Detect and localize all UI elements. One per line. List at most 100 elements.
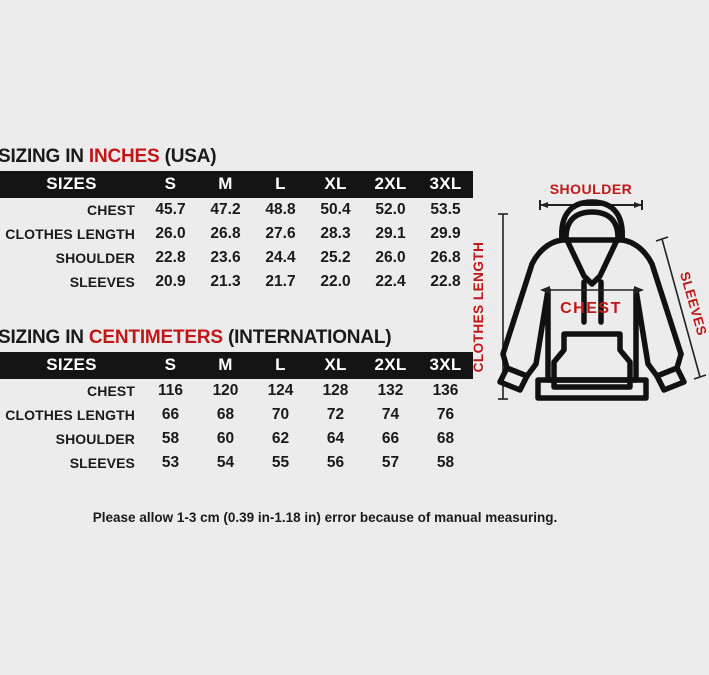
section-title-inches-suffix: (USA) <box>159 146 217 167</box>
column-header-m: M <box>218 355 233 374</box>
cell-sleeves-2xl: 57 <box>381 454 400 471</box>
cell-clothes-length-l: 27.6 <box>265 225 296 242</box>
cell-chest-m: 47.2 <box>210 201 241 218</box>
cell-shoulder-3xl: 68 <box>436 430 455 447</box>
row-label-chest: CHEST <box>87 383 135 399</box>
cell-chest-s: 45.7 <box>155 201 186 218</box>
column-header-3xl: 3XL <box>429 174 462 193</box>
cell-shoulder-s: 58 <box>161 430 180 447</box>
cell-shoulder-m: 23.6 <box>210 249 241 266</box>
column-header-xl: XL <box>324 355 347 374</box>
clothes-length-dimension-arrow <box>498 213 508 400</box>
shoulder-dimension-label: SHOULDER <box>550 181 633 197</box>
cell-sleeves-3xl: 22.8 <box>430 273 461 290</box>
table-row: CLOTHES LENGTH 66 68 70 72 74 76 <box>0 403 473 427</box>
section-title-inches: SIZING IN INCHES (USA) <box>0 146 217 168</box>
cell-clothes-length-s: 26.0 <box>155 225 186 242</box>
cell-clothes-length-3xl: 76 <box>436 406 455 423</box>
cell-sleeves-l: 21.7 <box>265 273 296 290</box>
table-header-row: SIZES S M L XL 2XL 3XL <box>0 352 473 379</box>
row-label-sleeves: SLEEVES <box>69 274 135 290</box>
cell-shoulder-xl: 25.2 <box>320 249 351 266</box>
column-header-l: L <box>275 174 286 193</box>
shoulder-dimension-arrow <box>539 200 643 210</box>
cell-chest-l: 48.8 <box>265 201 296 218</box>
row-label-chest: CHEST <box>87 202 135 218</box>
cell-clothes-length-xl: 72 <box>326 406 345 423</box>
cell-clothes-length-xl: 28.3 <box>320 225 351 242</box>
cell-shoulder-3xl: 26.8 <box>430 249 461 266</box>
cell-shoulder-xl: 64 <box>326 430 345 447</box>
row-label-sleeves: SLEEVES <box>69 455 135 471</box>
row-label-shoulder: SHOULDER <box>55 250 135 266</box>
cell-clothes-length-3xl: 29.9 <box>430 225 461 242</box>
column-header-m: M <box>218 174 233 193</box>
cell-chest-3xl: 136 <box>432 382 459 399</box>
cell-chest-3xl: 53.5 <box>430 201 461 218</box>
cell-shoulder-2xl: 26.0 <box>375 249 406 266</box>
table-row: SHOULDER 58 60 62 64 66 68 <box>0 427 473 451</box>
cell-shoulder-m: 60 <box>216 430 235 447</box>
chest-dimension-arrow <box>540 286 644 294</box>
row-label-clothes-length: CLOTHES LENGTH <box>5 226 135 242</box>
cell-shoulder-2xl: 66 <box>381 430 400 447</box>
cell-chest-2xl: 52.0 <box>375 201 406 218</box>
hoodie-outline <box>497 199 687 401</box>
cell-sleeves-m: 21.3 <box>210 273 241 290</box>
cell-sleeves-2xl: 22.4 <box>375 273 406 290</box>
cell-chest-l: 124 <box>267 382 294 399</box>
cell-chest-xl: 50.4 <box>320 201 351 218</box>
column-header-xl: XL <box>324 174 347 193</box>
cell-sleeves-l: 55 <box>271 454 290 471</box>
cell-sleeves-s: 20.9 <box>155 273 186 290</box>
section-title-cm-prefix: SIZING IN <box>0 327 89 348</box>
clothes-length-dimension-label: CLOTHES LENGTH <box>471 242 486 373</box>
table-row: CLOTHES LENGTH 26.0 26.8 27.6 28.3 29.1 … <box>0 222 473 246</box>
cell-clothes-length-s: 66 <box>161 406 180 423</box>
column-header-2xl: 2XL <box>374 355 407 374</box>
table-row: SHOULDER 22.8 23.6 24.4 25.2 26.0 26.8 <box>0 246 473 270</box>
cell-clothes-length-l: 70 <box>271 406 290 423</box>
section-title-centimeters: SIZING IN CENTIMETERS (INTERNATIONAL) <box>0 327 392 349</box>
size-table-inches: SIZES S M L XL 2XL 3XL CHEST 45.7 47.2 4… <box>0 171 473 294</box>
column-header-3xl: 3XL <box>429 355 462 374</box>
chest-dimension-label: CHEST <box>560 300 622 317</box>
table-row: CHEST 116 120 124 128 132 136 <box>0 379 473 403</box>
cell-clothes-length-m: 68 <box>216 406 235 423</box>
section-title-inches-prefix: SIZING IN <box>0 146 89 167</box>
cell-shoulder-l: 24.4 <box>265 249 296 266</box>
cell-chest-s: 116 <box>157 382 183 399</box>
table-row: CHEST 45.7 47.2 48.8 50.4 52.0 53.5 <box>0 198 473 222</box>
column-header-sizes: SIZES <box>46 355 97 374</box>
row-label-clothes-length: CLOTHES LENGTH <box>5 407 135 423</box>
table-row: SLEEVES 20.9 21.3 21.7 22.0 22.4 22.8 <box>0 270 473 294</box>
sleeves-dimension-arrow <box>655 236 707 380</box>
section-title-cm-accent: CENTIMETERS <box>88 327 223 348</box>
cell-shoulder-l: 62 <box>271 430 290 447</box>
column-header-sizes: SIZES <box>46 174 97 193</box>
cell-sleeves-3xl: 58 <box>436 454 455 471</box>
cell-clothes-length-2xl: 29.1 <box>375 225 406 242</box>
hoodie-measurement-diagram: SHOULDER CLOTHES LENGTH SLEEVES <box>470 172 709 427</box>
cell-shoulder-s: 22.8 <box>155 249 186 266</box>
cell-chest-m: 120 <box>212 382 239 399</box>
table-header-row: SIZES S M L XL 2XL 3XL <box>0 171 473 198</box>
cell-clothes-length-m: 26.8 <box>210 225 241 242</box>
cell-chest-xl: 128 <box>322 382 349 399</box>
cell-clothes-length-2xl: 74 <box>381 406 400 423</box>
cell-chest-2xl: 132 <box>377 382 404 399</box>
cell-sleeves-s: 53 <box>161 454 180 471</box>
cell-sleeves-xl: 22.0 <box>320 273 351 290</box>
measuring-disclaimer-note: Please allow 1-3 cm (0.39 in-1.18 in) er… <box>92 510 558 525</box>
section-title-inches-accent: INCHES <box>88 146 160 167</box>
size-table-centimeters: SIZES S M L XL 2XL 3XL CHEST 116 120 124… <box>0 352 473 475</box>
cell-sleeves-xl: 56 <box>326 454 345 471</box>
table-row: SLEEVES 53 54 55 56 57 58 <box>0 451 473 475</box>
row-label-shoulder: SHOULDER <box>55 431 135 447</box>
column-header-s: S <box>164 174 177 193</box>
column-header-s: S <box>164 355 177 374</box>
column-header-2xl: 2XL <box>374 174 407 193</box>
cell-sleeves-m: 54 <box>216 454 235 471</box>
sleeves-dimension-label: SLEEVES <box>677 270 709 337</box>
